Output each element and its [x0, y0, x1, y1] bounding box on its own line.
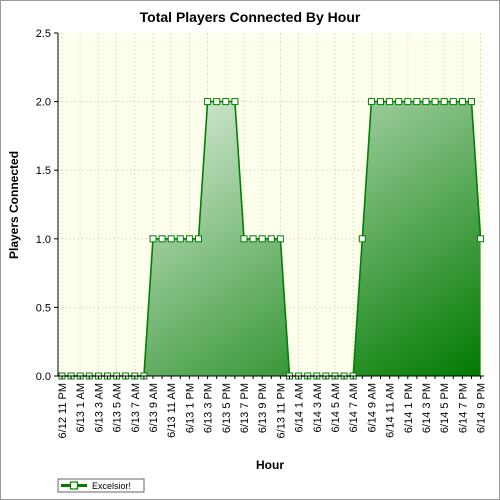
x-tick-label: 6/13 3 AM	[93, 383, 105, 433]
data-point	[222, 98, 230, 106]
data-point	[249, 235, 257, 243]
x-tick-label: 6/14 1 PM	[403, 383, 415, 433]
data-point	[276, 235, 284, 243]
data-point	[195, 235, 202, 243]
data-point	[204, 98, 212, 106]
y-tick-label: 1.0	[36, 234, 51, 246]
x-tick-label: 6/13 9 PM	[257, 383, 269, 433]
legend: Excelsior!	[57, 478, 145, 493]
x-axis-ticks: 6/12 11 PM 6/13 1 AM 6/13 3 AM 6/13 5 AM 6/1…	[57, 376, 488, 438]
data-point	[213, 98, 221, 106]
y-axis-title: Players Connected	[7, 151, 21, 259]
legend-marker	[69, 481, 79, 490]
x-tick-label: 6/13 1 AM	[75, 383, 87, 433]
data-point	[358, 235, 366, 243]
x-tick-label: 6/13 7 PM	[239, 383, 251, 433]
data-point	[258, 235, 266, 243]
x-axis-title: Hour	[256, 458, 284, 472]
data-point	[449, 98, 457, 106]
data-point	[176, 235, 184, 243]
x-tick-label: 6/14 9 PM	[476, 383, 488, 433]
x-tick-label: 6/13 1 PM	[184, 383, 196, 433]
data-point	[477, 235, 485, 243]
data-point	[440, 98, 448, 106]
y-axis-ticks: 0.0 0.5 1.0 1.5 2.0 2.5	[36, 28, 58, 383]
x-tick-label: 6/13 9 AM	[148, 383, 160, 433]
data-point	[413, 98, 421, 106]
data-point	[377, 98, 384, 106]
x-tick-label: 6/13 7 AM	[130, 383, 142, 433]
data-point	[404, 98, 412, 106]
data-point	[231, 98, 239, 106]
x-tick-label: 6/14 5 AM	[330, 383, 342, 433]
data-point	[422, 98, 430, 106]
area-fill	[62, 101, 481, 376]
y-tick-label: 0.0	[36, 371, 51, 383]
x-tick-label: 6/14 9 AM	[366, 383, 378, 433]
x-tick-label: 6/13 3 PM	[203, 383, 215, 433]
y-tick-label: 2.0	[36, 97, 51, 109]
x-tick-label: 6/14 3 PM	[421, 383, 433, 433]
data-point	[431, 98, 439, 106]
data-point	[367, 98, 375, 106]
x-tick-label: 6/14 3 AM	[312, 383, 324, 433]
data-point	[185, 235, 193, 243]
x-tick-label: 6/13 5 AM	[112, 383, 124, 433]
data-point	[167, 235, 175, 243]
legend-label: Excelsior!	[92, 481, 131, 491]
data-point	[158, 235, 166, 243]
data-point	[395, 98, 403, 106]
data-point	[458, 98, 466, 106]
legend-box	[57, 478, 145, 493]
x-tick-label: 6/13 11 PM	[275, 383, 287, 438]
x-tick-label: 6/13 5 PM	[221, 383, 233, 433]
y-tick-label: 0.5	[36, 302, 51, 314]
data-point	[149, 235, 157, 243]
data-point	[386, 98, 394, 106]
x-tick-label: 6/14 11 AM	[385, 383, 397, 438]
data-point	[267, 235, 275, 243]
x-tick-label: 6/14 7 PM	[457, 383, 469, 433]
x-tick-label: 6/14 1 AM	[294, 383, 306, 433]
y-tick-label: 2.5	[36, 28, 51, 40]
x-tick-label: 6/14 7 AM	[348, 383, 360, 433]
x-tick-label: 6/12 11 PM	[57, 383, 69, 438]
chart-title: Total Players Connected By Hour	[140, 9, 361, 25]
data-point	[468, 98, 475, 106]
x-tick-label: 6/14 5 PM	[439, 383, 451, 433]
y-tick-label: 1.5	[36, 165, 51, 177]
x-tick-label: 6/13 11 AM	[166, 383, 178, 438]
data-point	[240, 235, 248, 243]
